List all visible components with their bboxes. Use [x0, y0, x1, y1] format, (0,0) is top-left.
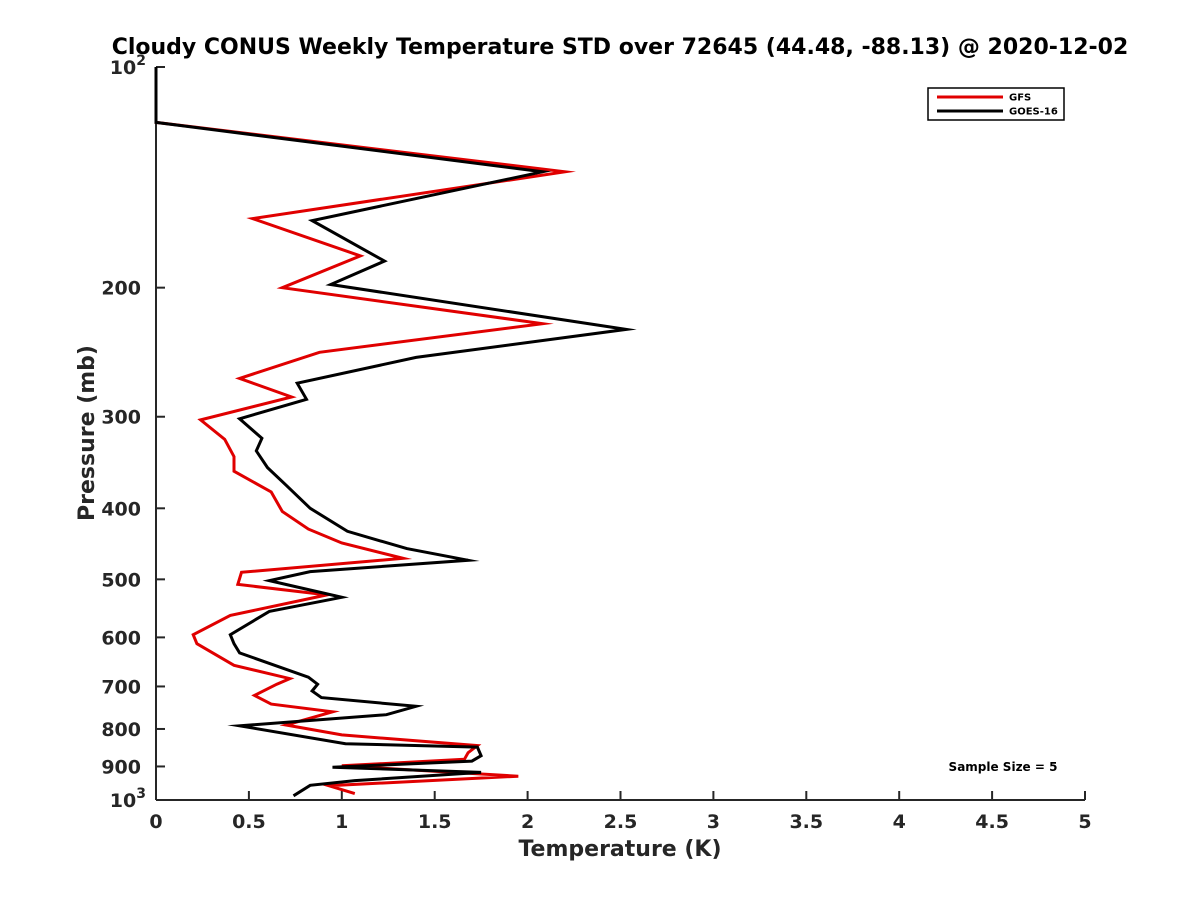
- x-tick-label: 1: [335, 811, 348, 833]
- x-tick-label: 5: [1078, 811, 1091, 833]
- y-tick-label: 700: [101, 676, 141, 698]
- x-tick-label: 3: [707, 811, 720, 833]
- y-tick-label: 500: [101, 569, 141, 591]
- y-tick-label: 900: [101, 756, 141, 778]
- x-tick-label: 2.5: [604, 811, 638, 833]
- y-tick-label: 400: [101, 498, 141, 520]
- x-tick-label: 3.5: [789, 811, 823, 833]
- x-tick-label: 2: [521, 811, 534, 833]
- y-tick-label-power: 102: [110, 53, 146, 79]
- legend-box: [927, 87, 1065, 121]
- x-tick-label: 0.5: [232, 811, 266, 833]
- chart-title: Cloudy CONUS Weekly Temperature STD over…: [112, 35, 1129, 60]
- sample-size-annotation: Sample Size = 5: [949, 760, 1058, 774]
- y-tick-label: 200: [101, 278, 141, 300]
- series-line-gfs: [154, 67, 576, 796]
- y-tick-label: 300: [101, 407, 141, 429]
- y-tick-label-power: 103: [110, 786, 146, 812]
- y-tick-label: 600: [101, 627, 141, 649]
- legend-label-goes-16: GOES-16: [1009, 107, 1058, 118]
- x-tick-label: 4.5: [975, 811, 1009, 833]
- x-tick-label: 0: [149, 811, 162, 833]
- legend: GFS GOES-16: [927, 87, 1065, 121]
- y-axis-label: Pressure (mb): [75, 345, 100, 521]
- x-tick-label: 1.5: [418, 811, 452, 833]
- legend-label-gfs: GFS: [1009, 93, 1031, 104]
- y-tick-label: 800: [101, 719, 141, 741]
- plot-area: 0 0.5 1 1.5 2 2.5 3 3.5 4 4.5 5 200 300 400 500 600 700 8…: [101, 53, 1091, 833]
- x-axis-label: Temperature (K): [518, 837, 721, 862]
- series-line-goes-16: [154, 67, 637, 798]
- x-tick-label: 4: [893, 811, 906, 833]
